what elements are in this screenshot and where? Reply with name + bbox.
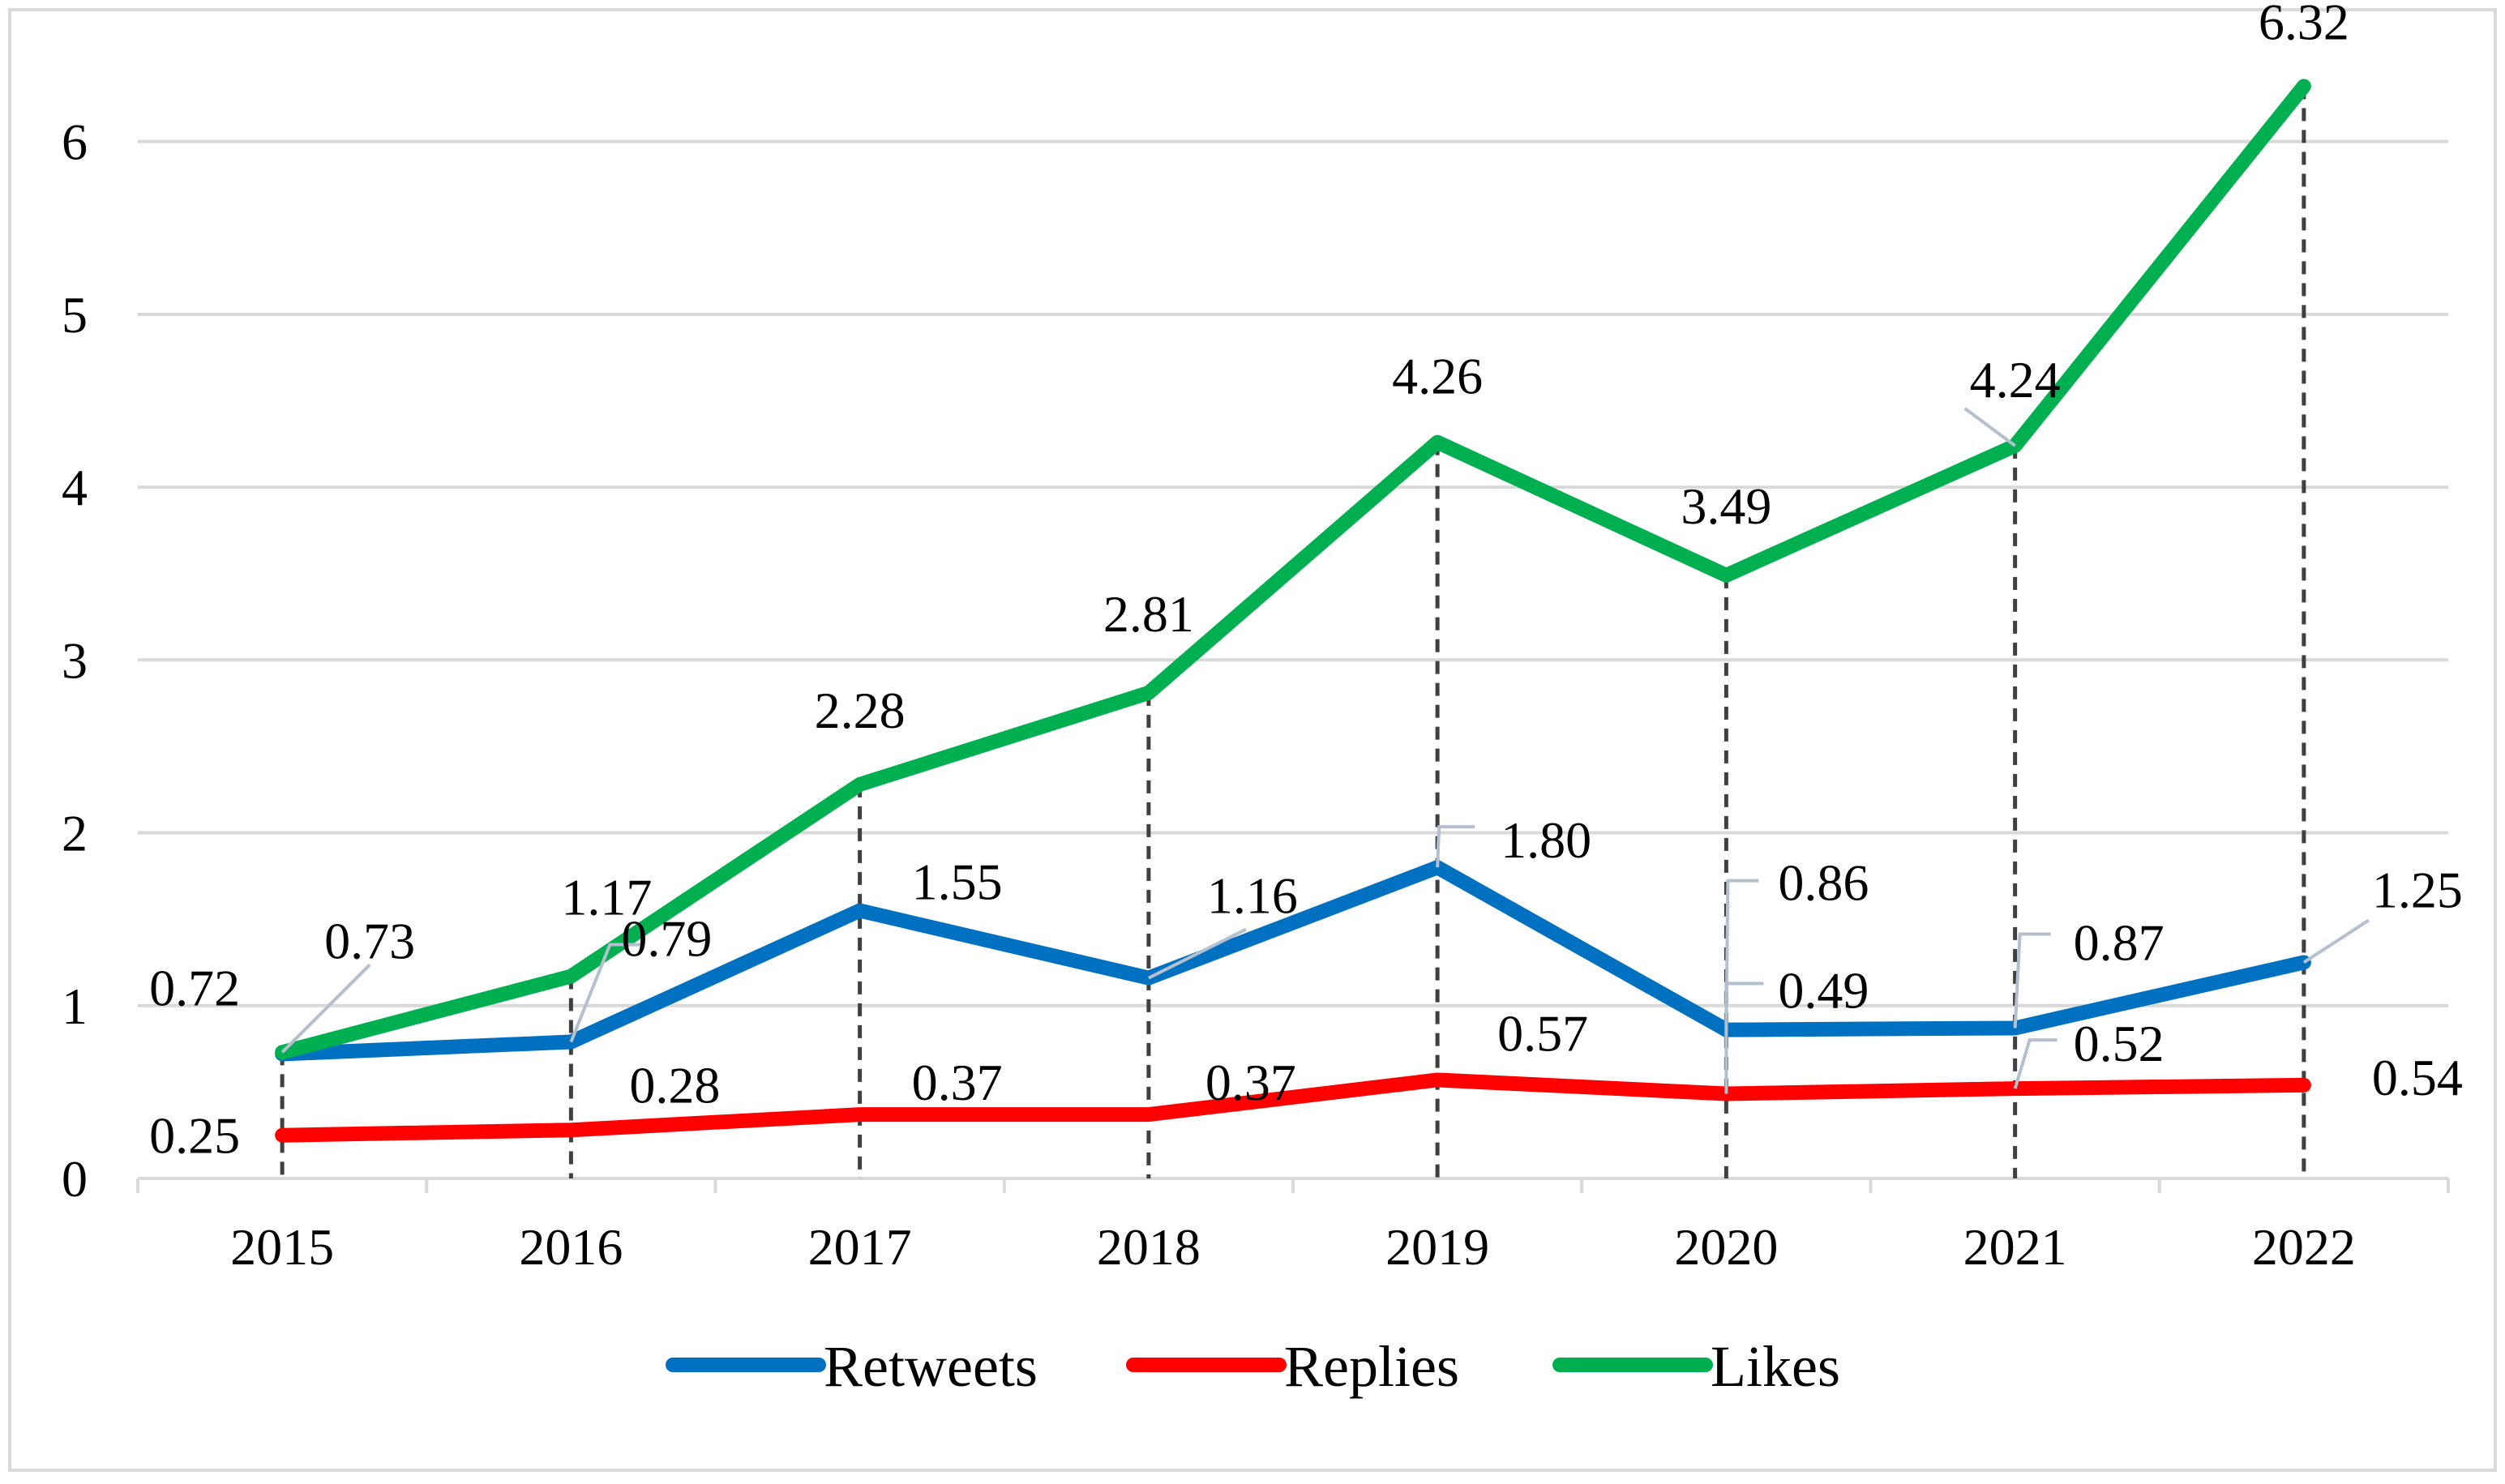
legend-label-replies: Replies (1284, 1334, 1459, 1399)
leader-line (2013, 932, 2051, 1029)
leader-line (1147, 927, 1247, 980)
data-point (569, 974, 573, 978)
y-tick-label: 6 (62, 113, 88, 171)
data-label-replies: 0.37 (1205, 1054, 1296, 1111)
data-point (858, 1113, 862, 1117)
data-point (1146, 1113, 1150, 1117)
x-tick-label: 2021 (1963, 1218, 2067, 1276)
data-label-retweets: 0.87 (2074, 913, 2165, 971)
leader-line (1963, 407, 2016, 447)
x-tick-label: 2018 (1097, 1218, 1201, 1276)
data-label-replies: 0.25 (149, 1107, 240, 1165)
x-tick-label: 2017 (808, 1218, 912, 1276)
data-point (2302, 1083, 2306, 1087)
y-tick-label: 3 (62, 631, 88, 689)
data-label-retweets: 0.86 (1778, 854, 1869, 912)
legend: Retweets Replies Likes (666, 1334, 1840, 1399)
data-label-likes: 2.81 (1103, 585, 1194, 643)
leader-line (2302, 918, 2370, 964)
leader-line (1724, 879, 1759, 1030)
data-label-likes: 6.32 (2259, 0, 2349, 50)
data-label-replies: 0.52 (2074, 1015, 2165, 1072)
data-label-replies: 0.37 (912, 1054, 1003, 1111)
data-point (1146, 691, 1150, 695)
series-line-retweets (275, 860, 2311, 1062)
data-label-retweets: 1.16 (1207, 867, 1298, 925)
data-point (858, 782, 862, 786)
x-tick-label: 2019 (1385, 1218, 1489, 1276)
legend-label-likes: Likes (1711, 1334, 1840, 1399)
x-tick-label: 2015 (230, 1218, 334, 1276)
data-labels: 0.72 0.79 1.55 1.16 1.80 0.86 0.87 1.25 0.25 0.28… (149, 0, 2463, 1165)
x-tick-label: 2020 (1674, 1218, 1778, 1276)
leader-line (2013, 1038, 2058, 1089)
label-leader-lines (280, 407, 2370, 1094)
leader-line (1724, 981, 1764, 1094)
y-tick-label: 4 (62, 459, 88, 516)
data-label-retweets: 1.55 (912, 853, 1003, 910)
data-label-replies: 0.57 (1497, 1004, 1588, 1062)
data-label-likes: 0.73 (324, 912, 415, 969)
data-point (1724, 573, 1728, 577)
chart-border (8, 8, 2497, 1472)
data-label-likes: 1.17 (561, 869, 652, 926)
data-point (1436, 1078, 1440, 1082)
leader-line (569, 943, 643, 1043)
data-label-retweets: 1.80 (1501, 811, 1591, 869)
data-label-likes: 4.24 (1970, 351, 2061, 408)
data-label-replies: 0.28 (629, 1056, 720, 1114)
leader-line (280, 963, 371, 1054)
data-label-likes: 4.26 (1392, 348, 1483, 405)
data-label-retweets: 0.79 (621, 910, 712, 968)
data-point (1436, 440, 1440, 444)
x-tick-label: 2022 (2252, 1218, 2356, 1276)
data-label-replies: 0.49 (1778, 962, 1869, 1020)
y-tick-label: 0 (62, 1150, 88, 1208)
y-tick-label: 1 (62, 977, 88, 1035)
y-tick-label: 5 (62, 286, 88, 344)
data-point (569, 1128, 573, 1132)
gridlines (138, 139, 2448, 1007)
legend-label-retweets: Retweets (824, 1334, 1038, 1399)
y-axis: 0 1 2 3 4 5 6 (62, 113, 88, 1208)
data-label-retweets: 1.25 (2372, 861, 2463, 918)
data-label-likes: 3.49 (1681, 477, 1771, 535)
data-point (858, 909, 862, 913)
data-point (280, 1133, 285, 1137)
data-point (2302, 84, 2306, 88)
x-tick-label: 2016 (519, 1218, 623, 1276)
data-label-likes: 2.28 (815, 682, 906, 739)
x-axis: 2015 2016 2017 2018 2019 2020 2021 2022 (136, 1177, 2450, 1276)
series-line-replies (275, 1072, 2311, 1143)
y-tick-label: 2 (62, 805, 88, 862)
data-label-retweets: 0.72 (149, 959, 240, 1016)
data-label-replies: 0.54 (2372, 1049, 2463, 1106)
leader-line (1436, 825, 1475, 868)
